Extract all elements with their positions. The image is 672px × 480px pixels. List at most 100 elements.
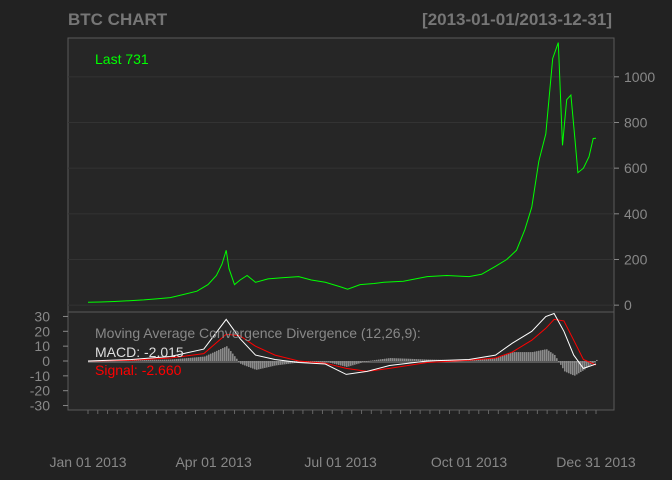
macd-histogram-bar (402, 358, 404, 361)
macd-histogram-bar (518, 352, 520, 361)
macd-histogram-bar (342, 361, 344, 366)
macd-histogram-bar (338, 361, 340, 365)
macd-histogram-bar (166, 359, 168, 361)
macd-histogram-bar (542, 349, 544, 361)
macd-histogram-bar (188, 357, 190, 361)
macd-histogram-bar (550, 352, 552, 361)
macd-histogram-bar (198, 357, 200, 361)
macd-histogram-bar (262, 361, 264, 369)
macd-histogram-bar (424, 359, 426, 361)
macd-value-label: MACD: -2.015 (95, 344, 184, 360)
macd-histogram-bar (202, 356, 204, 361)
x-ticks: Jan 01 2013 Apr 01 2013 Jul 01 2013 Oct 01 … (49, 454, 635, 470)
macd-histogram-bar (286, 361, 288, 365)
macd-histogram-bar (178, 358, 180, 361)
macd-histogram-bar (394, 358, 396, 361)
price-y-ticks: 0 200 400 600 800 1000 (614, 69, 655, 313)
macd-histogram-bar (406, 358, 408, 361)
macd-histogram-bar (156, 359, 158, 361)
macd-histogram-bar (246, 361, 248, 367)
macd-histogram-bar (496, 357, 498, 361)
macd-histogram-bar (410, 358, 412, 361)
macd-histogram-bar (548, 350, 550, 361)
macd-histogram-bar (250, 361, 252, 368)
macd-histogram-bar (236, 358, 238, 361)
macd-histogram-bar (364, 361, 366, 362)
macd-histogram-bar (522, 352, 524, 361)
macd-line (87, 312, 597, 375)
macd-histogram-bar (486, 358, 488, 361)
x-tick-label: Dec 31 2013 (556, 454, 636, 470)
macd-histogram-bar (574, 361, 576, 376)
macd-histogram-bar (554, 354, 556, 361)
macd-y-tick-label: 30 (34, 308, 50, 324)
macd-histogram-bar (382, 359, 384, 361)
macd-histogram-bar (474, 359, 476, 361)
macd-histogram-bar (176, 359, 178, 361)
macd-histogram-bar (196, 357, 198, 361)
price-line (87, 42, 597, 303)
macd-histogram-bar (322, 361, 324, 362)
macd-histogram-bar (476, 359, 478, 361)
macd-histogram-bar (138, 360, 140, 361)
macd-histogram-bar (174, 359, 176, 361)
macd-histogram-bar (544, 349, 546, 361)
x-tick-label: Oct 01 2013 (431, 454, 507, 470)
macd-histogram-bar (162, 359, 164, 361)
macd-histogram-bar (232, 353, 234, 361)
macd-histogram-bar (134, 360, 136, 361)
macd-y-tick-label: 20 (34, 323, 50, 339)
macd-histogram-bar (472, 360, 474, 361)
macd-histogram-bar (242, 361, 244, 365)
macd-histogram-bar (418, 359, 420, 361)
macd-histogram-bar (346, 361, 348, 367)
macd-histogram-bar (538, 350, 540, 361)
macd-histogram-bar (344, 361, 346, 367)
macd-histogram-bar (282, 361, 284, 365)
macd-histogram-bar (530, 352, 532, 361)
macd-histogram-bar (412, 358, 414, 361)
macd-histogram-bar (268, 361, 270, 368)
macd-histogram-bar (204, 356, 206, 361)
macd-histogram-bar (206, 355, 208, 361)
macd-histogram-bar (536, 351, 538, 361)
macd-histogram-bar (566, 361, 568, 373)
macd-histogram-bar (228, 348, 230, 361)
x-tick-label: Jan 01 2013 (49, 454, 126, 470)
macd-histogram-bar (248, 361, 250, 368)
macd-histogram-bar (260, 361, 262, 369)
macd-histogram-bar (524, 352, 526, 361)
macd-histogram-bar (504, 355, 506, 361)
macd-histogram-bar (180, 358, 182, 361)
macd-histogram-bar (570, 361, 572, 375)
macd-histogram-bar (508, 353, 510, 361)
x-tick-label: Jul 01 2013 (304, 454, 377, 470)
macd-histogram-bar (596, 359, 598, 361)
macd-histogram-bar (556, 358, 558, 361)
macd-histogram-bar (276, 361, 278, 366)
price-y-tick-label: 1000 (624, 69, 655, 85)
macd-histogram-bar (516, 352, 518, 361)
macd-histogram-bar (212, 352, 214, 361)
macd-histogram-bar (386, 358, 388, 361)
macd-histogram-bar (392, 358, 394, 361)
x-minor-ticks (87, 410, 597, 414)
macd-histogram-bar (220, 349, 222, 361)
macd-histogram-bar (234, 356, 236, 361)
macd-histogram-bar (500, 356, 502, 361)
macd-histogram-bar (340, 361, 342, 366)
price-panel (67, 37, 615, 313)
macd-histogram-bar (184, 358, 186, 361)
macd-histogram-bar (350, 361, 352, 366)
macd-histogram-bar (506, 354, 508, 361)
macd-histogram-bar (532, 352, 534, 361)
macd-histogram-bar (576, 361, 578, 375)
macd-histogram-bar (512, 352, 514, 361)
macd-histogram-bar (492, 358, 494, 361)
macd-histogram-bar (582, 361, 584, 371)
macd-histogram-bar (520, 352, 522, 361)
macd-histogram-bar (144, 360, 146, 361)
macd-histogram-bar (488, 358, 490, 361)
macd-histogram-bar (190, 357, 192, 361)
macd-histogram-bar (148, 359, 150, 361)
